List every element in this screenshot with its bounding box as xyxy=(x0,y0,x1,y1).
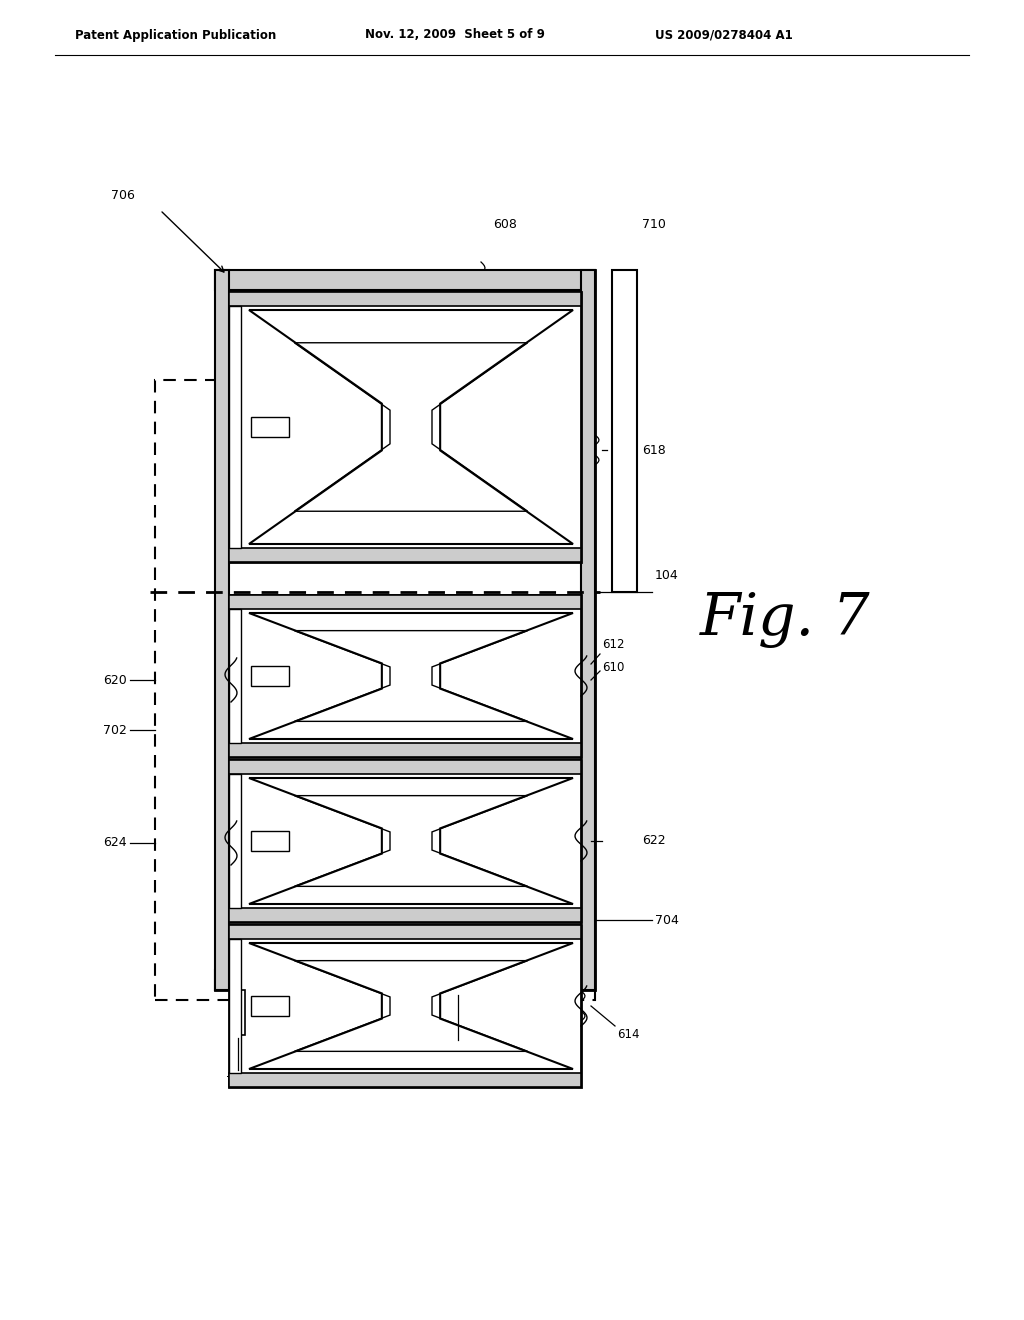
Bar xyxy=(215,271,595,990)
Bar xyxy=(229,595,581,756)
Text: 702: 702 xyxy=(103,723,127,737)
Bar xyxy=(229,760,581,774)
Text: 710: 710 xyxy=(642,219,666,231)
Bar xyxy=(229,908,581,921)
Bar xyxy=(215,271,595,290)
Bar xyxy=(229,292,581,306)
Bar xyxy=(229,774,241,908)
Bar xyxy=(229,292,581,562)
Text: 606: 606 xyxy=(258,1001,282,1011)
Text: US 2009/0278404 A1: US 2009/0278404 A1 xyxy=(655,29,793,41)
Bar xyxy=(229,760,581,921)
Text: 608: 608 xyxy=(493,219,517,231)
Text: 612: 612 xyxy=(602,638,625,651)
Text: 706: 706 xyxy=(112,189,135,202)
Text: 618: 618 xyxy=(642,444,666,457)
Text: 604: 604 xyxy=(258,836,282,846)
Bar xyxy=(155,380,595,1001)
Text: 104: 104 xyxy=(655,569,679,582)
Text: 602: 602 xyxy=(258,671,282,681)
Bar xyxy=(229,743,581,756)
Bar xyxy=(229,292,581,304)
Text: 302: 302 xyxy=(258,422,282,432)
Bar xyxy=(215,271,229,990)
Bar xyxy=(229,306,241,548)
Text: Nov. 12, 2009  Sheet 5 of 9: Nov. 12, 2009 Sheet 5 of 9 xyxy=(365,29,545,41)
Bar xyxy=(229,925,581,1086)
Text: 622: 622 xyxy=(642,834,666,847)
Text: 610: 610 xyxy=(602,661,625,675)
Bar xyxy=(229,609,241,743)
Bar xyxy=(251,832,289,851)
Bar xyxy=(229,1073,581,1086)
Bar xyxy=(215,970,595,990)
Bar xyxy=(231,990,245,1035)
Text: Fig. 7: Fig. 7 xyxy=(700,591,870,648)
Text: 616: 616 xyxy=(446,1045,470,1059)
Text: 624: 624 xyxy=(103,837,127,850)
Bar xyxy=(612,271,637,591)
Text: 704: 704 xyxy=(655,913,679,927)
Bar xyxy=(229,595,581,609)
Bar xyxy=(251,417,289,437)
Text: Patent Application Publication: Patent Application Publication xyxy=(75,29,276,41)
Bar xyxy=(229,925,581,939)
Text: 708: 708 xyxy=(226,1074,250,1088)
Bar xyxy=(251,667,289,686)
Text: 620: 620 xyxy=(103,673,127,686)
Bar xyxy=(251,997,289,1016)
Bar xyxy=(229,548,581,562)
Bar xyxy=(581,271,595,990)
Text: 614: 614 xyxy=(617,1028,640,1041)
Bar xyxy=(229,939,241,1073)
